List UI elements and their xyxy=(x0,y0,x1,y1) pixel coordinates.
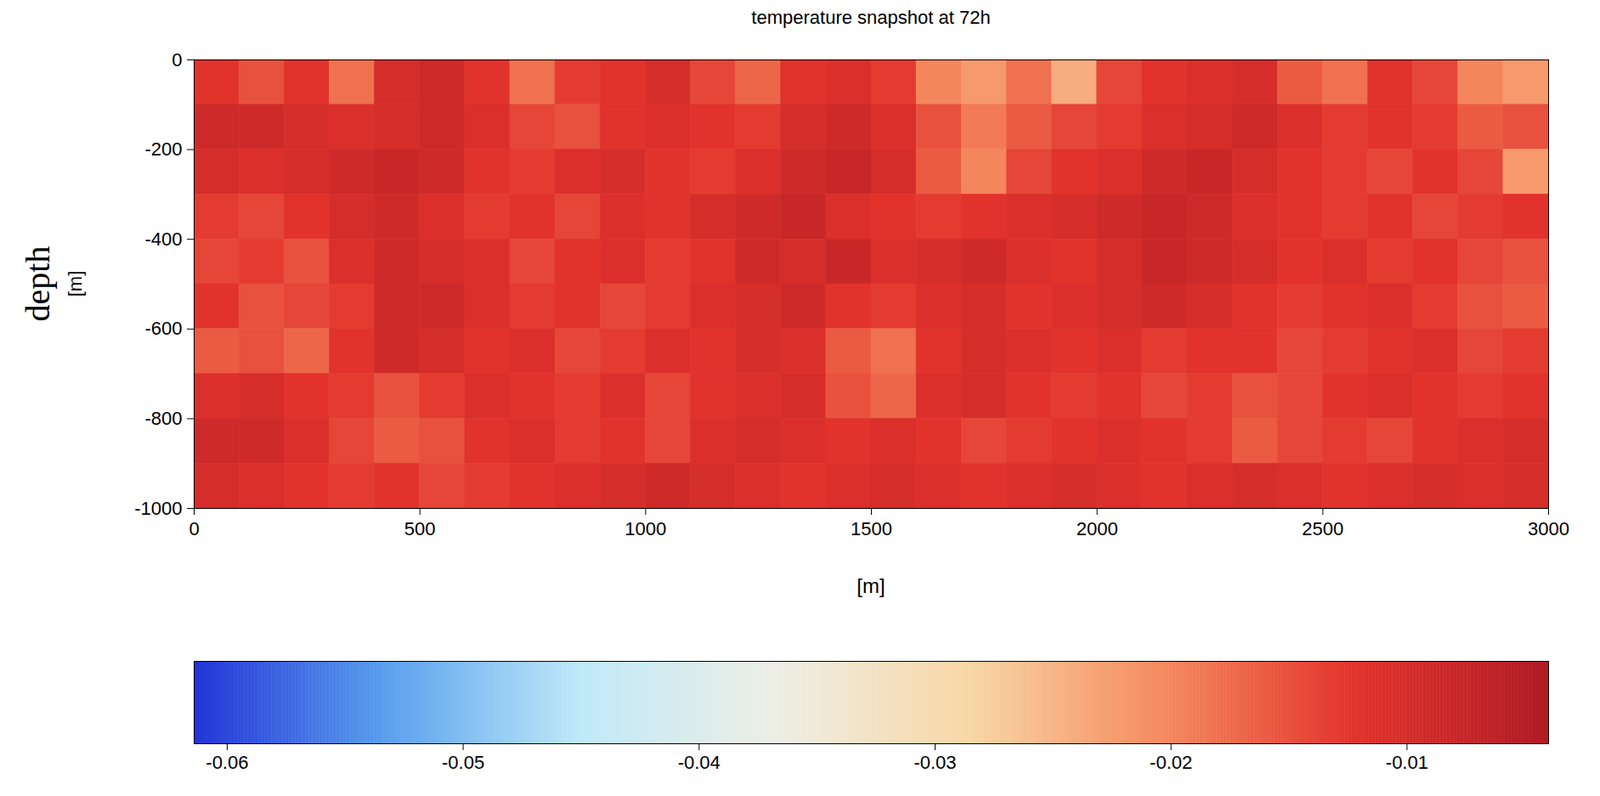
svg-text:-0.06: -0.06 xyxy=(205,751,249,774)
svg-text:-800: -800 xyxy=(144,407,182,430)
svg-text:0: 0 xyxy=(188,518,199,540)
svg-text:[m]: [m] xyxy=(856,574,885,598)
svg-text:2000: 2000 xyxy=(1076,518,1119,540)
svg-text:-400: -400 xyxy=(144,228,182,250)
svg-text:-0.02: -0.02 xyxy=(1149,751,1193,774)
svg-text:-0.05: -0.05 xyxy=(441,751,485,774)
svg-text:0: 0 xyxy=(171,49,182,71)
svg-text:-600: -600 xyxy=(144,317,182,340)
svg-text:depth: depth xyxy=(18,246,57,323)
html-text:temperature snapshot at 72h: temperature snapshot at 72h xyxy=(751,6,991,29)
svg-text:-0.01: -0.01 xyxy=(1385,751,1429,774)
svg-text:3000: 3000 xyxy=(1527,518,1570,540)
svg-text:-1000: -1000 xyxy=(134,497,182,520)
svg-text:1000: 1000 xyxy=(624,518,667,540)
svg-text:[m]: [m] xyxy=(64,271,86,298)
svg-text:-0.03: -0.03 xyxy=(913,751,956,774)
svg-text:-0.04: -0.04 xyxy=(678,751,721,774)
svg-text:1500: 1500 xyxy=(850,518,893,540)
svg-text:2500: 2500 xyxy=(1301,518,1344,540)
svg-text:-200: -200 xyxy=(144,138,182,160)
svg-text:500: 500 xyxy=(404,518,436,540)
